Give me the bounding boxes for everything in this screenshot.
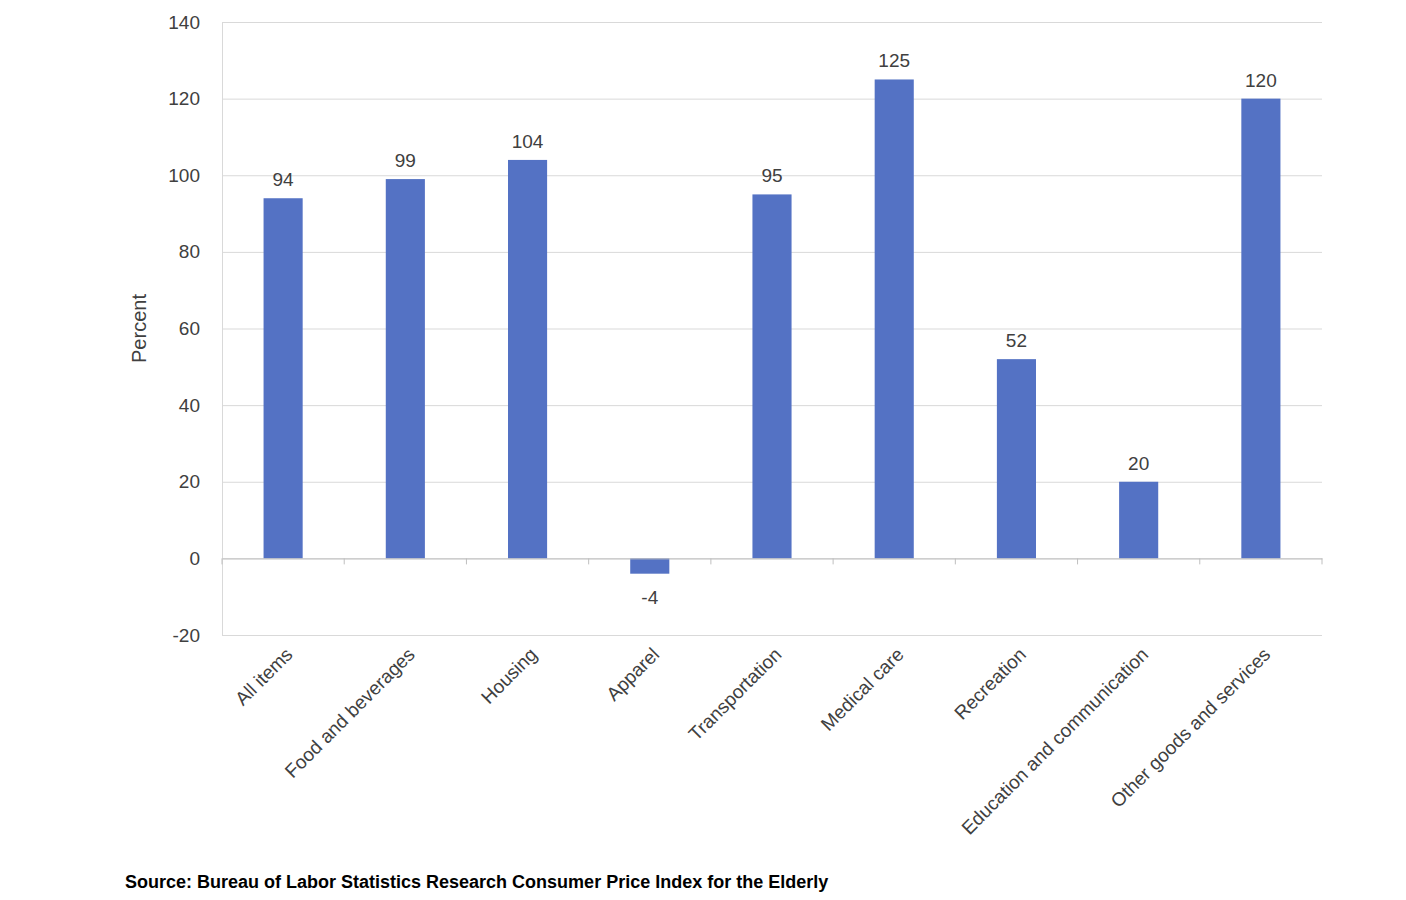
- y-tick-label: -20: [173, 625, 200, 646]
- source-note: Source: Bureau of Labor Statistics Resea…: [125, 872, 828, 892]
- y-tick-label: 120: [168, 88, 200, 109]
- x-tick-label: Medical care: [817, 644, 908, 735]
- data-label: 94: [273, 169, 295, 190]
- grid-line: [222, 635, 1322, 636]
- grid-line: [222, 99, 1322, 100]
- data-labels: 94 99 104 -4 95 125 52 20 120: [273, 50, 1277, 607]
- bar: [630, 558, 669, 573]
- grid-line: [222, 558, 1322, 559]
- grid-line: [222, 22, 1322, 23]
- x-boundary-tick: [466, 558, 467, 564]
- y-tick-label: 80: [179, 241, 200, 262]
- y-tick: 100: [168, 165, 1322, 186]
- chart: -20 0 20 40 60 80 100 120 140 Percent All itemsFoo…: [0, 0, 1406, 900]
- data-label: 120: [1245, 70, 1277, 91]
- x-boundary-tick: [955, 558, 956, 564]
- bar: [1241, 99, 1280, 559]
- data-label: 104: [512, 131, 544, 152]
- bar: [875, 79, 914, 558]
- y-tick: -20: [173, 625, 1322, 646]
- bar: [997, 359, 1036, 558]
- y-tick-label: 140: [168, 12, 200, 33]
- data-label: 20: [1128, 453, 1149, 474]
- bar: [386, 179, 425, 558]
- y-axis-title: Percent: [128, 294, 150, 363]
- data-label: 95: [761, 165, 782, 186]
- x-boundary-tick: [1077, 558, 1078, 564]
- x-tick-label: Transportation: [685, 644, 786, 745]
- bar: [1119, 482, 1158, 559]
- y-tick-label: 60: [179, 318, 200, 339]
- x-tick-labels: All itemsFood and beverages Housing Appare…: [231, 644, 1274, 839]
- x-tick-label: Food and beverages: [281, 644, 419, 782]
- bars: [264, 79, 1281, 573]
- bar: [264, 198, 303, 558]
- y-tick-label: 100: [168, 165, 200, 186]
- y-tick: 140: [168, 12, 1322, 33]
- y-tick: 40: [179, 395, 1322, 416]
- x-boundary-tick: [833, 558, 834, 564]
- y-tick-label: 40: [179, 395, 200, 416]
- bar: [752, 194, 791, 558]
- x-boundary-tick: [1199, 558, 1200, 564]
- x-tick-label: All items: [231, 644, 297, 710]
- data-label: 99: [395, 150, 416, 171]
- y-tick: 80: [179, 241, 1322, 262]
- y-axis: -20 0 20 40 60 80 100 120 140: [168, 12, 1322, 646]
- x-boundary-tick: [710, 558, 711, 564]
- x-tick-label: Apparel: [602, 644, 663, 705]
- y-tick: 120: [168, 88, 1322, 109]
- bar: [508, 160, 547, 558]
- data-label: 52: [1006, 330, 1027, 351]
- data-label: 125: [878, 50, 910, 71]
- x-boundary-tick: [588, 558, 589, 564]
- x-tick-label: Housing: [477, 644, 541, 708]
- x-axis: [222, 558, 1323, 564]
- data-label: -4: [641, 587, 658, 608]
- y-tick-label: 20: [179, 471, 200, 492]
- y-axis-line: [223, 23, 1323, 636]
- x-tick-label: Other goods and services: [1106, 644, 1274, 812]
- x-boundary-tick: [222, 558, 223, 564]
- x-boundary-tick: [344, 558, 345, 564]
- x-axis-line: [223, 558, 1323, 559]
- y-tick-label: 0: [189, 548, 200, 569]
- x-tick-label: Recreation: [950, 644, 1030, 724]
- y-tick: 60: [179, 318, 1322, 339]
- x-boundary-tick: [1322, 558, 1323, 564]
